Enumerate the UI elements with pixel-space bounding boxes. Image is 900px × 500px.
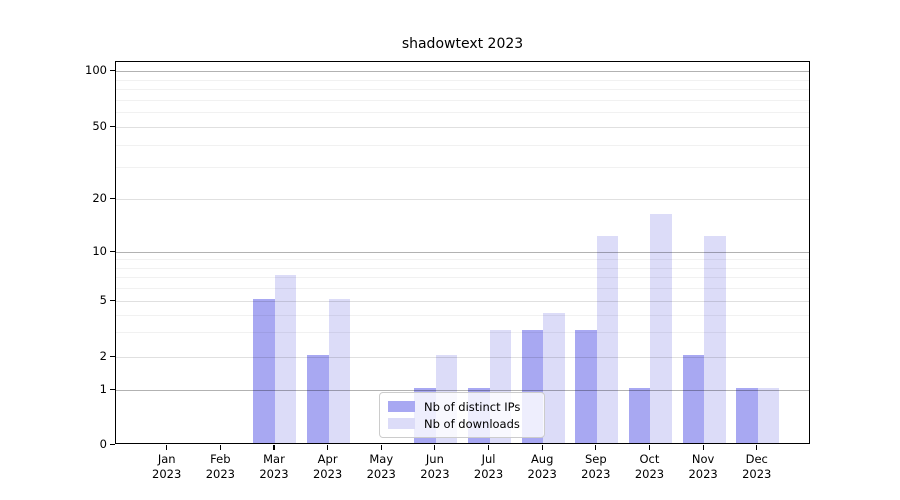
x-tick-mark-jul — [487, 445, 490, 450]
x-tick-label-oct: Oct 2023 — [634, 452, 665, 481]
legend: Nb of distinct IPs Nb of downloads — [379, 392, 545, 438]
y-tick-label-50: 50 — [92, 119, 107, 133]
bar-nb-of-downloads-nov — [704, 236, 726, 443]
bar-nb-of-distinct-ips-sep — [575, 330, 597, 443]
bar-nb-of-downloads-mar — [274, 275, 297, 443]
gridline-4 — [116, 314, 809, 316]
gridline-30 — [116, 167, 809, 169]
x-tick-label-jun: Jun 2023 — [420, 452, 450, 481]
y-tick-label-20: 20 — [92, 191, 107, 205]
y-tick-label-5: 5 — [99, 293, 107, 307]
gridline-2 — [116, 357, 809, 358]
y-tick-label-0: 0 — [99, 437, 107, 451]
gridline-90 — [116, 79, 809, 81]
plot-area: Nb of distinct IPs Nb of downloads — [115, 61, 810, 444]
gridline-20 — [116, 199, 809, 200]
legend-item-nb-of-downloads: Nb of downloads — [388, 416, 534, 431]
y-tick-mark-0 — [110, 443, 115, 445]
legend-label: Nb of downloads — [424, 416, 520, 431]
legend-item-nb-of-distinct-ips: Nb of distinct IPs — [388, 399, 534, 414]
bar-nb-of-distinct-ips-apr — [307, 355, 329, 443]
bar-nb-of-distinct-ips-nov — [682, 355, 705, 443]
bar-nb-of-downloads-sep — [596, 236, 619, 443]
bar-nb-of-downloads-apr — [328, 299, 351, 443]
x-tick-mark-nov — [702, 445, 704, 450]
gridline-60 — [116, 112, 809, 114]
legend-label: Nb of distinct IPs — [424, 399, 521, 414]
y-tick-mark-50 — [110, 125, 115, 127]
x-tick-label-feb: Feb 2023 — [205, 452, 235, 481]
chart-title: shadowtext 2023 — [401, 36, 524, 52]
y-tick-mark-10 — [110, 250, 115, 252]
x-tick-label-aug: Aug 2023 — [527, 452, 557, 481]
x-tick-mark-dec — [756, 445, 758, 450]
y-tick-label-1: 1 — [99, 382, 107, 396]
gridline-5 — [116, 301, 809, 302]
y-tick-mark-100 — [110, 69, 115, 71]
y-tick-label-2: 2 — [99, 349, 107, 363]
x-tick-label-jan: Jan 2023 — [152, 452, 182, 481]
gridline-100 — [116, 71, 809, 72]
bar-nb-of-downloads-oct — [650, 214, 672, 443]
x-tick-label-jul: Jul 2023 — [473, 452, 504, 481]
y-tick-label-100: 100 — [85, 63, 107, 77]
x-tick-label-apr: Apr 2023 — [312, 452, 343, 481]
bar-nb-of-distinct-ips-oct — [628, 388, 651, 443]
x-tick-mark-mar — [273, 445, 275, 450]
x-tick-label-sep: Sep 2023 — [581, 452, 611, 481]
x-tick-mark-sep — [595, 445, 597, 450]
y-tick-label-10: 10 — [92, 244, 107, 258]
x-tick-mark-apr — [327, 445, 329, 450]
gridline-7 — [116, 277, 809, 279]
x-tick-mark-jun — [434, 445, 436, 450]
x-tick-mark-jan — [166, 445, 168, 450]
gridline-50 — [116, 127, 809, 128]
gridline-6 — [116, 288, 809, 290]
y-tick-mark-1 — [110, 388, 115, 390]
legend-swatch-icon — [388, 418, 415, 429]
x-tick-mark-aug — [541, 445, 543, 450]
gridline-9 — [116, 259, 809, 261]
x-tick-label-nov: Nov 2023 — [688, 452, 718, 481]
y-tick-mark-5 — [110, 299, 115, 301]
x-tick-label-dec: Dec 2023 — [742, 452, 772, 481]
bar-nb-of-downloads-dec — [757, 388, 780, 443]
gridline-10 — [116, 252, 809, 253]
y-tick-mark-2 — [110, 355, 115, 357]
x-tick-label-mar: Mar 2023 — [259, 452, 289, 481]
bar-nb-of-distinct-ips-dec — [736, 388, 758, 443]
gridline-80 — [116, 89, 809, 91]
gridline-40 — [116, 144, 809, 146]
legend-swatch-icon — [388, 401, 415, 412]
x-tick-mark-may — [380, 445, 382, 450]
bar-nb-of-downloads-aug — [543, 312, 565, 443]
bar-nb-of-distinct-ips-mar — [253, 299, 275, 443]
gridline-8 — [116, 267, 809, 269]
gridline-1 — [116, 390, 809, 391]
x-tick-mark-feb — [219, 445, 221, 450]
gridline-3 — [116, 332, 809, 334]
gridline-70 — [116, 99, 809, 101]
x-tick-label-may: May 2023 — [366, 452, 396, 481]
x-tick-mark-oct — [648, 445, 651, 450]
y-tick-mark-20 — [110, 197, 115, 199]
